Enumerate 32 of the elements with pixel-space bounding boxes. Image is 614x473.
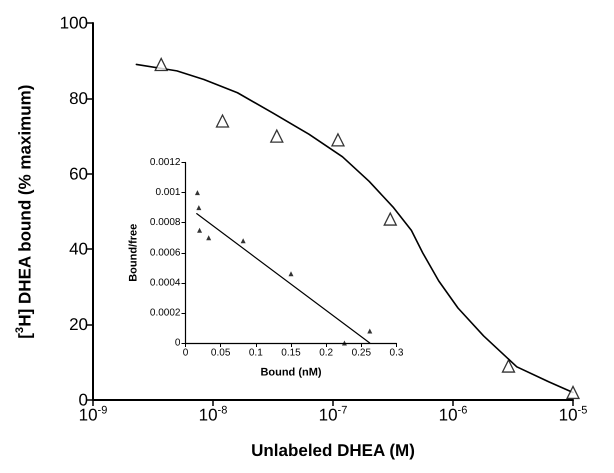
y-tick-label: 0.0006: [150, 247, 181, 258]
y-tick-label: 0: [174, 338, 181, 348]
point: [240, 238, 246, 244]
x-tick-label: 0.15: [281, 348, 302, 358]
x-tick-label: 0.05: [210, 348, 231, 358]
y-tick-label: 80: [69, 88, 88, 108]
y-axis-title: [3H] DHEA bound (% maximum): [14, 84, 34, 339]
x-tick-label: 0: [182, 348, 189, 358]
y-tick-label: 0.0012: [150, 157, 181, 168]
y-tick-label: 0.0004: [150, 277, 181, 288]
point: [197, 228, 202, 233]
point: [367, 328, 372, 334]
y-tick-label: 0.0002: [150, 307, 181, 318]
y-tick-label: 0.0008: [150, 217, 181, 228]
point: [196, 205, 202, 210]
point: [206, 235, 212, 240]
x-tick-label: 0.2: [319, 348, 334, 358]
y-tick-label: 60: [69, 164, 88, 184]
y-tick-label: 40: [69, 240, 88, 259]
y-axis-title: Bound/free: [128, 224, 140, 282]
y-tick-label: 0: [78, 390, 88, 410]
point: [194, 190, 200, 196]
point: [288, 271, 294, 276]
y-tick-label: 100: [60, 14, 88, 32]
point: [342, 340, 347, 346]
x-tick-label: 0.25: [352, 348, 372, 358]
x-tick-label: 0.1: [248, 348, 264, 358]
x-axis-title: Unlabeled DHEA (M): [251, 441, 415, 460]
y-tick-label: 0.001: [155, 187, 181, 198]
x-tick-label: 0.3: [390, 348, 404, 358]
x-axis-title: Bound (nM): [260, 366, 322, 378]
y-tick-label: 20: [69, 315, 88, 334]
